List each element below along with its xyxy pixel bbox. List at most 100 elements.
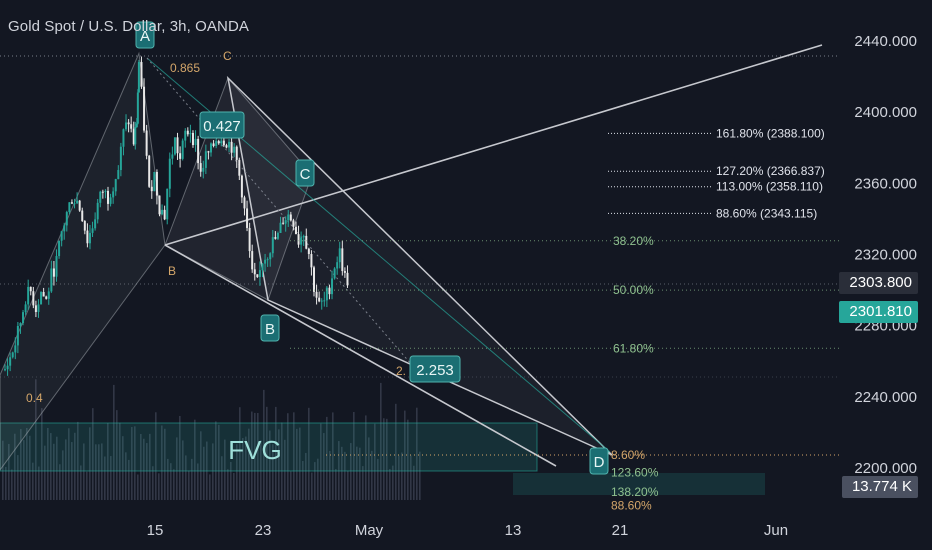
x-axis-tick: Jun [764,522,788,539]
volume-bar [50,433,52,500]
candle-body [122,129,125,147]
candle-body [238,159,241,176]
ratio-xb-label: 0.865 [170,61,200,75]
candle-body [181,140,184,159]
candle-body [204,151,207,168]
volume-bar [278,429,280,500]
volume-bar [17,455,19,500]
candle-body [271,237,274,254]
candle-body [14,345,17,353]
candle-body [302,235,305,238]
volume-bar [293,412,295,500]
volume-bar [113,384,115,500]
candle-body [261,263,264,271]
candle-body [6,365,9,370]
pattern-c-text: C [223,49,232,63]
volume-bar [176,437,178,500]
candle-body [318,297,321,302]
fib-level-label: 50.00% [613,283,654,297]
fvg-label: FVG [228,435,281,465]
candle-body [150,186,153,192]
volume-bar [314,462,316,500]
candle-body [109,197,112,204]
candle-body [155,171,158,196]
candle-body [256,274,259,278]
point-c-label-box [295,159,315,187]
candle-body [176,137,179,154]
candle-body [243,197,246,209]
candle-body [125,122,128,130]
volume-bar [281,422,283,500]
x-axis-tick: May [355,522,384,539]
candle-body [101,191,104,193]
volume-bar [59,464,61,500]
volume-bar [344,451,346,500]
candle-body [94,219,97,229]
xabcd-right-triangle [226,75,613,456]
candle-body [191,132,194,146]
volume-bar [179,415,181,500]
extension-level-label: 88.60% (2343.115) [716,206,817,220]
lower-zone [513,473,765,495]
volume-bar [110,456,112,500]
volume-bar [263,389,265,500]
volume-bar [170,463,172,500]
point-d-label-box [589,447,609,475]
candle-body [292,220,295,227]
candle-body [251,251,254,270]
volume-bar [137,474,139,500]
ratio-bd-label: 2.253 [416,362,454,379]
y-axis-tick: 2240.000 [854,389,917,406]
candle-body [55,256,58,277]
volume-bar [119,422,121,500]
y-axis-tick: 2200.000 [854,460,917,477]
volume-bar [14,433,16,500]
volume-bar [257,412,259,500]
volume-bar [401,452,403,500]
candle-body [346,272,349,286]
ratio-dotted-line [146,57,419,373]
candle-body [140,62,143,87]
candle-body [104,190,107,192]
candle-body [91,228,94,233]
pattern-upper-line [164,44,823,246]
candle-body [173,137,176,155]
candle-body [343,271,346,273]
candle-body [225,145,228,148]
candle-body [65,212,68,226]
candle-body [222,140,225,146]
volume-bar [155,412,157,500]
candle-body [207,151,210,153]
volume-bar [227,469,229,500]
candle-body [127,122,130,125]
pattern-b-text: B [168,264,176,278]
volume-bar [383,418,385,500]
volume-bar [197,463,199,500]
volume-bar [56,436,58,500]
point-a-label-box [135,21,155,49]
candle-body [282,222,285,224]
volume-bar [164,428,166,500]
volume-bar [74,432,76,500]
volume-bar [245,436,247,500]
candle-body [158,195,161,215]
volume-bar [191,458,193,500]
volume-bar [101,443,103,500]
candle-body [47,291,50,299]
point-b-label-box [260,314,280,342]
last-close-price-tag: 2303.800 [839,272,918,294]
volume-bar [218,424,220,500]
fib-level-label: 38.20% [613,234,654,248]
candle-body [287,214,290,221]
volume-bar [242,438,244,500]
volume-bar [362,466,364,500]
x-axis-tick: 15 [147,522,164,539]
candle-body [217,141,220,144]
volume-bar [359,447,361,500]
x-axis-tick: 23 [255,522,272,539]
candle-body [240,175,243,198]
volume-bar [347,470,349,500]
lower-level-label: 88.60% [611,498,652,512]
